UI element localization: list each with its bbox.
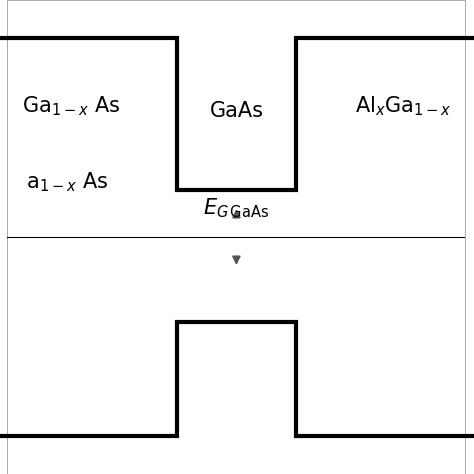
Text: $E_{G\,\mathrm{GaAs}}$: $E_{G\,\mathrm{GaAs}}$: [203, 197, 270, 220]
Text: a$_{1-x}$ As: a$_{1-x}$ As: [26, 171, 108, 194]
Text: Ga$_{1-x}$ As: Ga$_{1-x}$ As: [22, 95, 121, 118]
Text: Al$_x$Ga$_{1-x}$: Al$_x$Ga$_{1-x}$: [356, 95, 452, 118]
Text: GaAs: GaAs: [210, 101, 264, 121]
